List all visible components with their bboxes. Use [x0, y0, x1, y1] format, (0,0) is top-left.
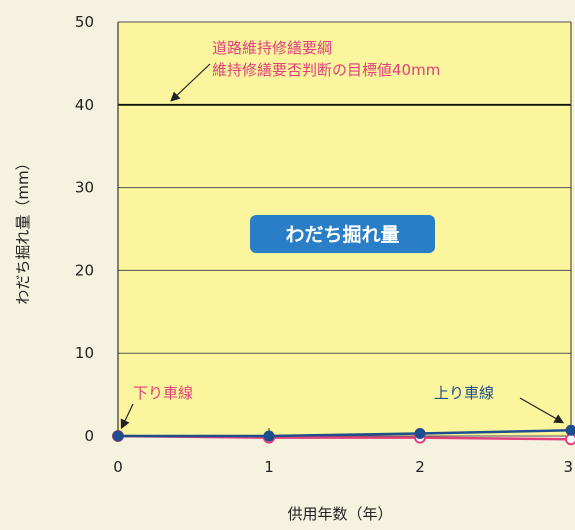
x-tick-label: 2 — [415, 458, 425, 476]
y-tick-label: 40 — [75, 96, 94, 114]
x-tick-label: 0 — [113, 458, 123, 476]
reference-line-label-2: 維持修繕要否判断の目標値40mm — [212, 61, 440, 79]
x-axis-label: 供用年数（年） — [287, 505, 392, 523]
reference-line-label-1: 道路維持修繕要綱 — [212, 39, 332, 57]
data-point-up-lane — [112, 430, 124, 442]
data-point-up-lane — [414, 428, 426, 440]
x-tick-labels: 0 1 2 3 — [113, 458, 573, 476]
legend-arrow-down-lane — [120, 403, 134, 430]
y-tick-labels: 0 10 20 30 40 50 — [75, 13, 94, 445]
plot-label-box: わだち掘れ量 — [250, 215, 435, 253]
y-axis-label: わだち掘れ量（mm） — [14, 155, 32, 304]
data-point-up-lane — [565, 424, 575, 436]
y-tick-label: 30 — [75, 179, 94, 197]
y-tick-label: 50 — [75, 13, 94, 31]
x-tick-label: 1 — [264, 458, 274, 476]
x-tick-label: 3 — [563, 458, 573, 476]
y-tick-label: 20 — [75, 261, 94, 279]
y-tick-label: 10 — [75, 344, 94, 362]
plot-label: わだち掘れ量 — [285, 223, 399, 246]
legend-label-down-lane: 下り車線 — [133, 384, 193, 402]
legend-label-up-lane: 上り車線 — [434, 384, 494, 402]
data-point-up-lane — [263, 430, 275, 442]
data-point-down-lane — [565, 433, 575, 446]
y-tick-label: 0 — [84, 427, 94, 445]
series-line-up-lane — [118, 428, 572, 438]
reference-line-arrow — [170, 63, 211, 102]
series-layer — [112, 424, 575, 446]
legend-arrow-up-lane — [519, 397, 565, 424]
